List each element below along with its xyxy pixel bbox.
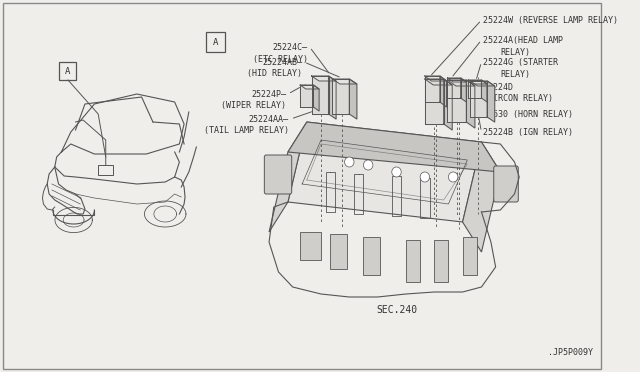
Polygon shape bbox=[332, 79, 349, 114]
Polygon shape bbox=[468, 80, 487, 84]
Polygon shape bbox=[300, 85, 319, 89]
Polygon shape bbox=[425, 79, 452, 85]
Bar bbox=[406, 240, 420, 282]
Bar bbox=[98, 165, 113, 175]
Polygon shape bbox=[425, 79, 444, 124]
Polygon shape bbox=[461, 78, 467, 102]
Polygon shape bbox=[487, 81, 495, 122]
Circle shape bbox=[364, 160, 373, 170]
Text: (HID RELAY): (HID RELAY) bbox=[247, 68, 302, 77]
Text: RELAY): RELAY) bbox=[500, 70, 531, 78]
Polygon shape bbox=[312, 76, 336, 81]
Polygon shape bbox=[468, 80, 481, 98]
Text: (TAIL LAMP RELAY): (TAIL LAMP RELAY) bbox=[204, 125, 289, 135]
Polygon shape bbox=[463, 142, 500, 252]
Text: 25224AB─: 25224AB─ bbox=[262, 58, 302, 67]
Text: 25224P─: 25224P─ bbox=[251, 90, 286, 99]
Polygon shape bbox=[447, 78, 461, 98]
Polygon shape bbox=[288, 122, 500, 172]
Polygon shape bbox=[332, 79, 357, 84]
Text: (WIPER RELAY): (WIPER RELAY) bbox=[221, 100, 286, 109]
Bar bbox=[435, 240, 449, 282]
Circle shape bbox=[344, 157, 354, 167]
Circle shape bbox=[392, 167, 401, 177]
Polygon shape bbox=[269, 122, 307, 232]
Bar bbox=[364, 237, 380, 275]
Bar bbox=[463, 237, 477, 275]
Text: 25224B (IGN RELAY): 25224B (IGN RELAY) bbox=[483, 128, 573, 137]
Polygon shape bbox=[425, 76, 440, 102]
Bar bbox=[60, 62, 76, 80]
Polygon shape bbox=[312, 76, 328, 114]
Polygon shape bbox=[288, 122, 481, 222]
Polygon shape bbox=[447, 78, 467, 82]
Polygon shape bbox=[425, 76, 447, 81]
Polygon shape bbox=[481, 80, 487, 102]
Polygon shape bbox=[349, 79, 357, 119]
Text: RELAY): RELAY) bbox=[500, 48, 531, 57]
FancyBboxPatch shape bbox=[264, 155, 292, 194]
Circle shape bbox=[449, 172, 458, 182]
Polygon shape bbox=[444, 79, 452, 130]
FancyBboxPatch shape bbox=[493, 166, 518, 202]
Polygon shape bbox=[467, 80, 475, 128]
Bar bbox=[300, 232, 321, 260]
Text: (ETC RELAY): (ETC RELAY) bbox=[253, 55, 308, 64]
Text: A: A bbox=[212, 38, 218, 46]
Polygon shape bbox=[447, 80, 467, 122]
Polygon shape bbox=[447, 80, 475, 86]
Text: 25224D: 25224D bbox=[483, 83, 513, 92]
Text: (AIRCON RELAY): (AIRCON RELAY) bbox=[483, 93, 554, 103]
Polygon shape bbox=[470, 81, 487, 117]
Text: 25224A(HEAD LAMP: 25224A(HEAD LAMP bbox=[483, 35, 563, 45]
Polygon shape bbox=[300, 85, 314, 107]
Bar bbox=[330, 234, 348, 269]
Text: SEC.240: SEC.240 bbox=[376, 305, 417, 315]
Polygon shape bbox=[328, 76, 336, 119]
Text: 25630 (HORN RELAY): 25630 (HORN RELAY) bbox=[483, 109, 573, 119]
Circle shape bbox=[420, 172, 429, 182]
Bar bbox=[206, 32, 225, 52]
Polygon shape bbox=[470, 81, 495, 86]
Text: 25224G (STARTER: 25224G (STARTER bbox=[483, 58, 558, 67]
Text: .JP5P009Y: .JP5P009Y bbox=[548, 348, 593, 357]
Text: 25224AA─: 25224AA─ bbox=[249, 115, 289, 124]
Text: A: A bbox=[65, 67, 70, 76]
Polygon shape bbox=[440, 76, 447, 107]
Text: 25224C─: 25224C─ bbox=[273, 42, 308, 51]
Text: 25224W (REVERSE LAMP RELAY): 25224W (REVERSE LAMP RELAY) bbox=[483, 16, 618, 25]
Polygon shape bbox=[314, 85, 319, 111]
